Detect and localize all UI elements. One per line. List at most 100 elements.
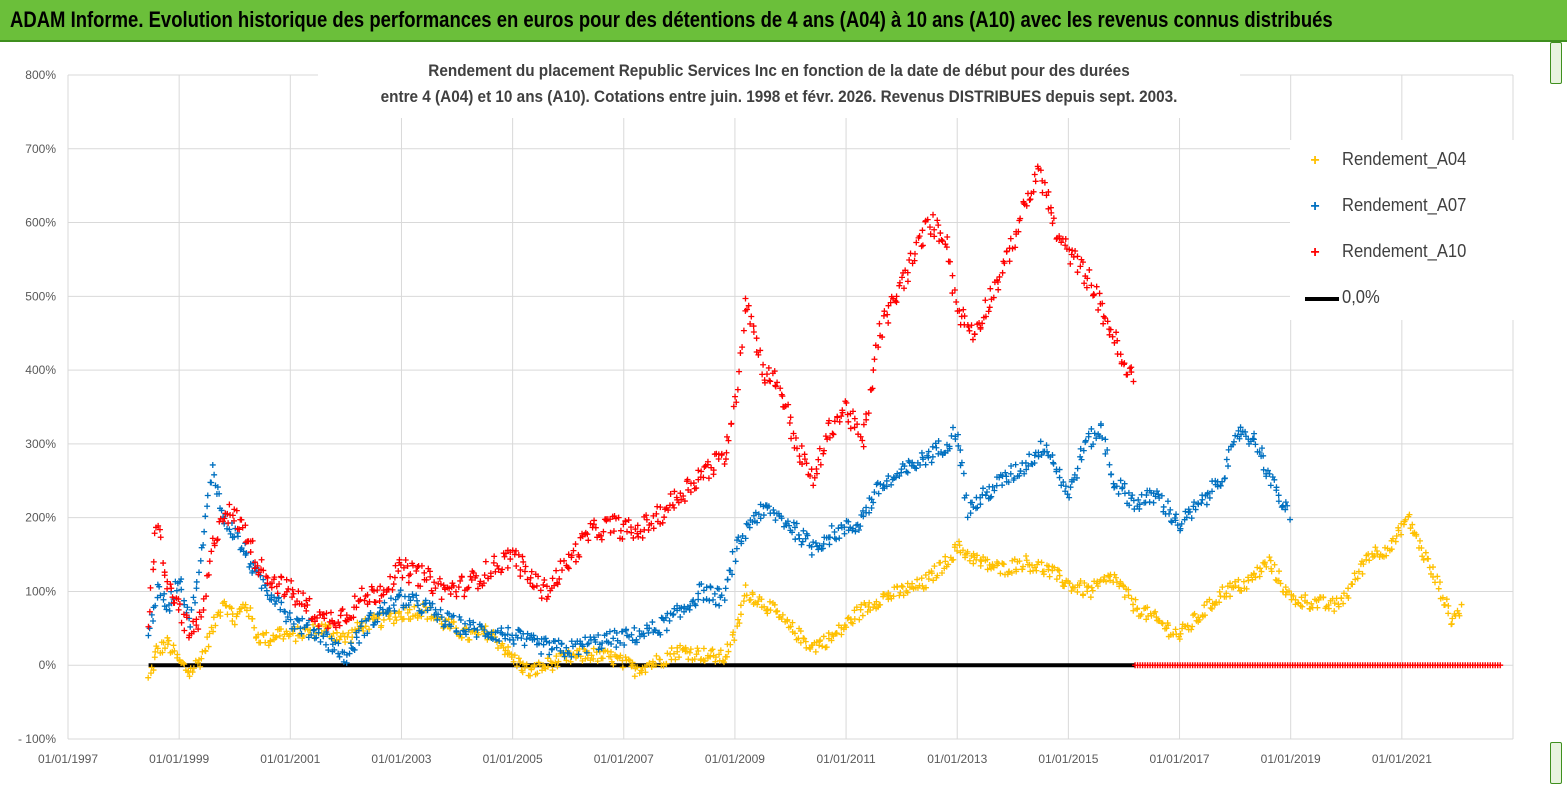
data-point bbox=[1104, 446, 1111, 453]
data-point bbox=[406, 606, 413, 613]
data-point bbox=[404, 562, 411, 569]
data-point bbox=[1192, 506, 1199, 513]
data-point bbox=[440, 582, 447, 589]
data-point bbox=[1064, 491, 1071, 498]
data-point bbox=[432, 585, 439, 592]
data-point bbox=[470, 619, 477, 626]
data-point bbox=[442, 622, 449, 629]
data-point bbox=[1033, 567, 1040, 574]
data-point bbox=[957, 462, 964, 469]
data-point bbox=[437, 606, 444, 613]
data-point bbox=[421, 569, 428, 576]
data-point bbox=[1354, 575, 1361, 582]
data-point bbox=[913, 465, 920, 472]
data-point bbox=[736, 620, 743, 627]
data-point bbox=[1201, 602, 1208, 609]
data-point bbox=[1101, 574, 1108, 581]
data-point bbox=[165, 637, 172, 644]
data-point bbox=[1458, 601, 1465, 608]
chart-title: Rendement du placement Republic Services… bbox=[318, 58, 1240, 118]
data-point bbox=[499, 640, 506, 647]
data-point bbox=[1061, 583, 1068, 590]
data-point bbox=[157, 534, 164, 541]
data-point bbox=[1017, 468, 1024, 475]
data-point bbox=[736, 368, 743, 375]
plus-marker-icon: + bbox=[1310, 198, 1320, 215]
data-point bbox=[1325, 605, 1332, 612]
data-point bbox=[681, 498, 688, 505]
data-point bbox=[922, 461, 929, 468]
data-point bbox=[508, 654, 515, 661]
data-point bbox=[424, 616, 431, 623]
data-point bbox=[1027, 196, 1034, 203]
data-point bbox=[502, 647, 509, 654]
data-point bbox=[730, 629, 737, 636]
data-point bbox=[178, 619, 185, 626]
data-point bbox=[193, 622, 200, 629]
data-point bbox=[1208, 605, 1215, 612]
data-point bbox=[890, 593, 897, 600]
scrollbar-handle-top[interactable] bbox=[1550, 42, 1562, 84]
data-point bbox=[896, 473, 903, 480]
data-point bbox=[949, 290, 956, 297]
data-point bbox=[386, 605, 393, 612]
data-point bbox=[1206, 596, 1213, 603]
data-point bbox=[198, 655, 205, 662]
data-point bbox=[455, 584, 462, 591]
data-point bbox=[931, 233, 938, 240]
data-point bbox=[374, 618, 381, 625]
data-point bbox=[160, 560, 167, 567]
data-point bbox=[538, 650, 545, 657]
data-point bbox=[193, 616, 200, 623]
data-point bbox=[669, 501, 676, 508]
data-point bbox=[148, 611, 155, 618]
data-point bbox=[1143, 616, 1150, 623]
data-point bbox=[527, 580, 534, 587]
data-point bbox=[1090, 441, 1097, 448]
data-point bbox=[263, 629, 270, 636]
data-point bbox=[608, 648, 615, 655]
data-point bbox=[1019, 563, 1026, 570]
data-point bbox=[671, 488, 678, 495]
data-point bbox=[291, 625, 298, 632]
data-point bbox=[1190, 612, 1197, 619]
data-point bbox=[330, 630, 337, 637]
data-point bbox=[634, 530, 641, 537]
data-point bbox=[804, 532, 811, 539]
data-point bbox=[1106, 461, 1113, 468]
scrollbar-handle-bottom[interactable] bbox=[1550, 742, 1562, 784]
data-point bbox=[649, 619, 656, 626]
data-point bbox=[1422, 549, 1429, 556]
data-point bbox=[810, 482, 817, 489]
data-point bbox=[1086, 266, 1093, 273]
data-point bbox=[374, 587, 381, 594]
data-point bbox=[857, 433, 864, 440]
data-point bbox=[542, 635, 549, 642]
data-point bbox=[772, 383, 779, 390]
data-point bbox=[1402, 516, 1409, 523]
data-point bbox=[1190, 503, 1197, 510]
data-point bbox=[625, 656, 632, 663]
data-point bbox=[995, 286, 1002, 293]
data-point bbox=[672, 656, 679, 663]
data-point bbox=[1094, 583, 1101, 590]
data-point bbox=[1128, 369, 1135, 376]
data-point bbox=[397, 562, 404, 569]
data-point bbox=[1016, 472, 1023, 479]
data-point bbox=[531, 636, 538, 643]
data-point bbox=[978, 558, 985, 565]
data-point bbox=[1091, 430, 1098, 437]
data-point bbox=[1331, 600, 1338, 607]
data-point bbox=[1005, 479, 1012, 486]
data-point bbox=[1113, 329, 1120, 336]
data-point bbox=[784, 616, 791, 623]
data-point bbox=[1082, 437, 1089, 444]
data-point bbox=[558, 640, 565, 647]
legend-item-a04: + Rendement_A04 bbox=[1300, 146, 1510, 176]
data-point bbox=[986, 304, 993, 311]
data-point bbox=[1049, 452, 1056, 459]
data-point bbox=[778, 615, 785, 622]
data-point bbox=[1252, 574, 1259, 581]
data-point bbox=[885, 473, 892, 480]
data-point bbox=[223, 602, 230, 609]
